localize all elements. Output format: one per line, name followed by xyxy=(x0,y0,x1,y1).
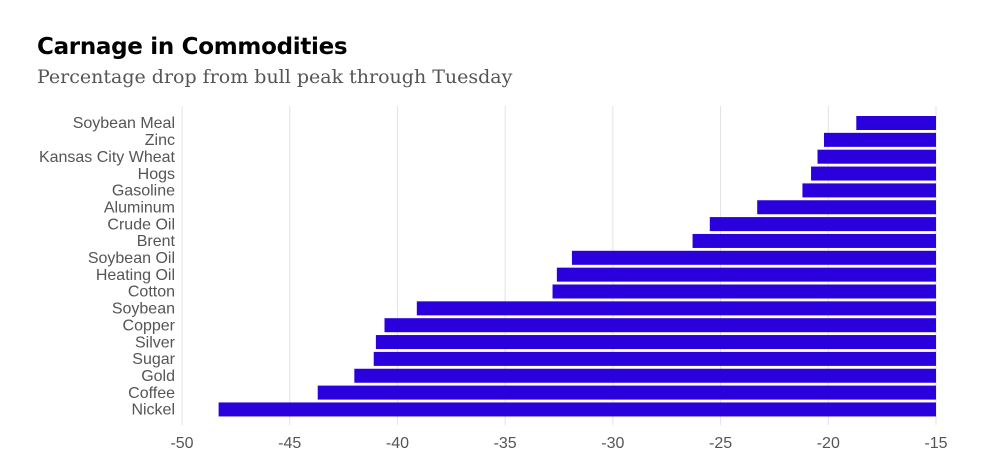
chart-title: Carnage in Commodities xyxy=(37,34,348,60)
category-label: Coffee xyxy=(128,385,175,402)
category-label: Soybean xyxy=(112,301,175,318)
bar xyxy=(811,166,936,181)
category-label: Kansas City Wheat xyxy=(39,149,176,166)
category-label: Silver xyxy=(135,334,176,351)
x-tick-label: -40 xyxy=(386,435,409,452)
x-tick-label: -45 xyxy=(278,435,301,452)
category-label: Hogs xyxy=(138,166,175,183)
bar xyxy=(757,200,936,215)
category-label: Brent xyxy=(137,233,176,250)
chart-subtitle: Percentage drop from bull peak through T… xyxy=(37,66,513,88)
category-label: Crude Oil xyxy=(107,216,175,233)
bar xyxy=(709,217,936,232)
bar xyxy=(354,368,936,383)
category-label: Zinc xyxy=(145,132,175,149)
x-tick-label: -50 xyxy=(170,435,193,452)
bar xyxy=(817,149,936,164)
bar xyxy=(416,301,936,316)
bar xyxy=(571,250,936,265)
category-label: Cotton xyxy=(128,284,175,301)
bar xyxy=(856,116,936,130)
category-label: Sugar xyxy=(132,351,175,368)
bar xyxy=(373,351,936,366)
category-label: Gasoline xyxy=(112,183,175,200)
category-label: Gold xyxy=(141,368,175,385)
bars xyxy=(218,116,937,417)
x-tick-label: -15 xyxy=(924,435,947,452)
x-tick-label: -20 xyxy=(817,435,840,452)
bar xyxy=(384,318,936,333)
x-tick-label: -25 xyxy=(709,435,732,452)
category-label: Nickel xyxy=(131,402,175,419)
x-tick-label: -30 xyxy=(601,435,624,452)
bar xyxy=(692,233,936,248)
bar xyxy=(375,335,936,350)
bar xyxy=(218,402,936,417)
category-label: Heating Oil xyxy=(96,267,175,284)
category-label: Soybean Oil xyxy=(88,250,175,267)
bar xyxy=(317,385,937,400)
bar xyxy=(556,267,936,282)
category-label: Soybean Meal xyxy=(73,115,175,132)
category-label: Aluminum xyxy=(104,199,175,216)
x-axis-tick-labels: -50 -45 -40 -35 -30 -25 -20 -15 xyxy=(170,435,947,452)
category-label: Copper xyxy=(123,317,176,334)
bar xyxy=(802,183,936,198)
x-tick-label: -35 xyxy=(494,435,517,452)
bar xyxy=(552,284,936,299)
bar xyxy=(823,132,936,147)
